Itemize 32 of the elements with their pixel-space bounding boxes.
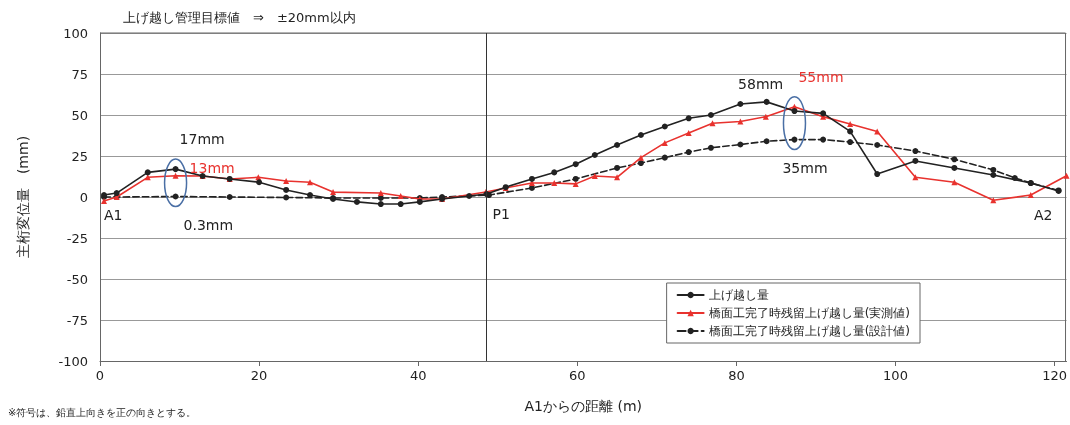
- y-tick-label: -50: [66, 271, 88, 287]
- annotation: A2: [1034, 207, 1053, 223]
- y-tick-label: -25: [66, 230, 88, 246]
- annotation: 13mm: [189, 159, 235, 176]
- annotation: 0.3mm: [183, 216, 234, 233]
- chart-title: 上げ越し管理目標値 ⇒ ±20mm以内: [123, 10, 356, 25]
- annotation: 58mm: [738, 75, 784, 92]
- annotation: A1: [104, 207, 123, 223]
- x-tick-label: 40: [409, 368, 427, 383]
- y-tick-label: 100: [63, 25, 88, 41]
- x-tick-label: 20: [250, 368, 268, 383]
- ref-line-label: P1: [492, 206, 510, 222]
- annotation: 35mm: [782, 159, 828, 176]
- annotation: 17mm: [179, 131, 225, 148]
- x-tick-label: 80: [728, 368, 745, 383]
- text: ※符号は、鉛直上向きを正の向きとする。: [8, 406, 197, 418]
- y-tick-label: -75: [66, 312, 88, 328]
- y-tick-label: 50: [71, 107, 88, 123]
- x-tick-label: 60: [569, 368, 586, 383]
- y-tick-label: -100: [58, 353, 88, 369]
- x-tick-label: 100: [883, 368, 908, 383]
- x-axis-title: A1からの距離 (m): [524, 398, 643, 414]
- legend-label: 橋面工完了時残留上げ越し量(設計値): [708, 324, 911, 338]
- y-tick-label: 75: [71, 66, 88, 82]
- y-tick-label: 0: [79, 189, 88, 205]
- x-tick-label: 0: [95, 368, 105, 383]
- x-tick-label: 120: [1042, 368, 1068, 383]
- y-tick-label: 25: [71, 148, 88, 164]
- legend-label: 橋面工完了時残留上げ越し量(実測値): [708, 306, 911, 320]
- annotation: 55mm: [798, 68, 844, 85]
- y-axis-title: 主桁変位量 (mm): [15, 135, 31, 259]
- legend-label: 上げ越し量: [708, 288, 769, 302]
